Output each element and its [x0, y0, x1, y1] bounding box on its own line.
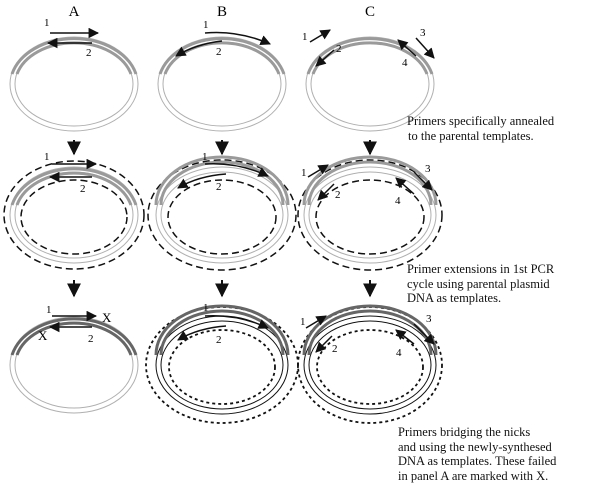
- plasmid-b2: [147, 155, 297, 271]
- failure-mark: X: [38, 328, 48, 343]
- primer-label-1: 1: [203, 19, 209, 31]
- plasmid-a1: [9, 36, 139, 132]
- primer-2-c1: [315, 49, 335, 67]
- plasmid-b1: [157, 36, 287, 132]
- primer-label-4: 4: [396, 347, 402, 359]
- panel-label-a: A: [69, 4, 80, 20]
- primer-2-b3: [177, 325, 227, 341]
- primer-label-2: 2: [86, 47, 92, 59]
- primer-2-b2: [177, 173, 227, 189]
- caption-line: Primers specifically annealed: [407, 114, 555, 128]
- caption-line: Primer extensions in 1st PCR: [407, 262, 555, 276]
- primer-label-4: 4: [395, 195, 401, 207]
- primer-label-1: 1: [301, 167, 307, 179]
- primer-4-c1: [397, 39, 417, 57]
- primer-label-2: 2: [216, 46, 222, 58]
- caption-row3: Primers bridging the nicks and using the…: [398, 425, 556, 483]
- primer-label-2: 2: [335, 189, 341, 201]
- caption-line: cycle using parental plasmid: [407, 276, 550, 291]
- plasmid-c2: [297, 155, 443, 271]
- plasmid-a3: [9, 316, 139, 414]
- primer-label-2: 2: [80, 183, 86, 195]
- primer-3-c2: [413, 171, 433, 191]
- primer-3-c3: [413, 323, 435, 345]
- primer-label-1: 1: [44, 151, 50, 163]
- caption-line: to the parental templates.: [408, 128, 534, 143]
- primer-1-b3: [204, 315, 269, 329]
- primer-label-3: 3: [420, 27, 426, 39]
- primer-1-b2: [204, 163, 269, 177]
- plasmid-c3: [297, 304, 443, 424]
- primer-2-b1: [175, 40, 223, 57]
- caption-line: DNA as templates. These failed: [398, 454, 557, 468]
- primer-label-2: 2: [216, 181, 222, 193]
- primer-label-4: 4: [402, 57, 408, 69]
- primer-label-1: 1: [300, 316, 306, 328]
- primer-4-c2: [395, 177, 415, 195]
- primer-label-1: 1: [44, 17, 50, 29]
- primer-1-c2: [307, 164, 329, 178]
- caption-row1: Primers specifically annealed to the par…: [407, 114, 554, 143]
- primer-1-b1: [204, 31, 271, 46]
- primer-label-2: 2: [216, 334, 222, 346]
- primer-label-1: 1: [302, 31, 308, 43]
- primer-label-1: 1: [202, 151, 208, 163]
- caption-line: in panel A are marked with X.: [398, 468, 549, 483]
- caption-line: and using the newly-synthesed: [398, 439, 552, 454]
- primer-label-1: 1: [46, 304, 52, 316]
- primer-2-c2: [317, 183, 335, 201]
- primer-label-3: 3: [426, 313, 432, 325]
- primer-4-c3: [395, 329, 415, 345]
- primer-2-c3: [315, 335, 333, 353]
- panel-label-c: C: [365, 4, 375, 20]
- primer-label-1: 1: [203, 302, 209, 314]
- failure-mark: X: [102, 310, 112, 325]
- primer-1-c3: [305, 315, 327, 329]
- caption-line: Primers bridging the nicks: [398, 425, 531, 439]
- primer-3-c1: [415, 37, 435, 59]
- primer-1-c1: [309, 29, 331, 43]
- panel-label-b: B: [217, 4, 227, 20]
- primer-label-2: 2: [332, 343, 338, 355]
- plasmid-b3: [145, 304, 299, 424]
- primer-label-3: 3: [425, 163, 431, 175]
- plasmid-a2: [3, 160, 145, 270]
- primer-label-2: 2: [336, 43, 342, 55]
- caption-line: DNA as templates.: [407, 291, 502, 305]
- caption-row2: Primer extensions in 1st PCR cycle using…: [407, 262, 554, 306]
- primer-label-2: 2: [88, 333, 94, 345]
